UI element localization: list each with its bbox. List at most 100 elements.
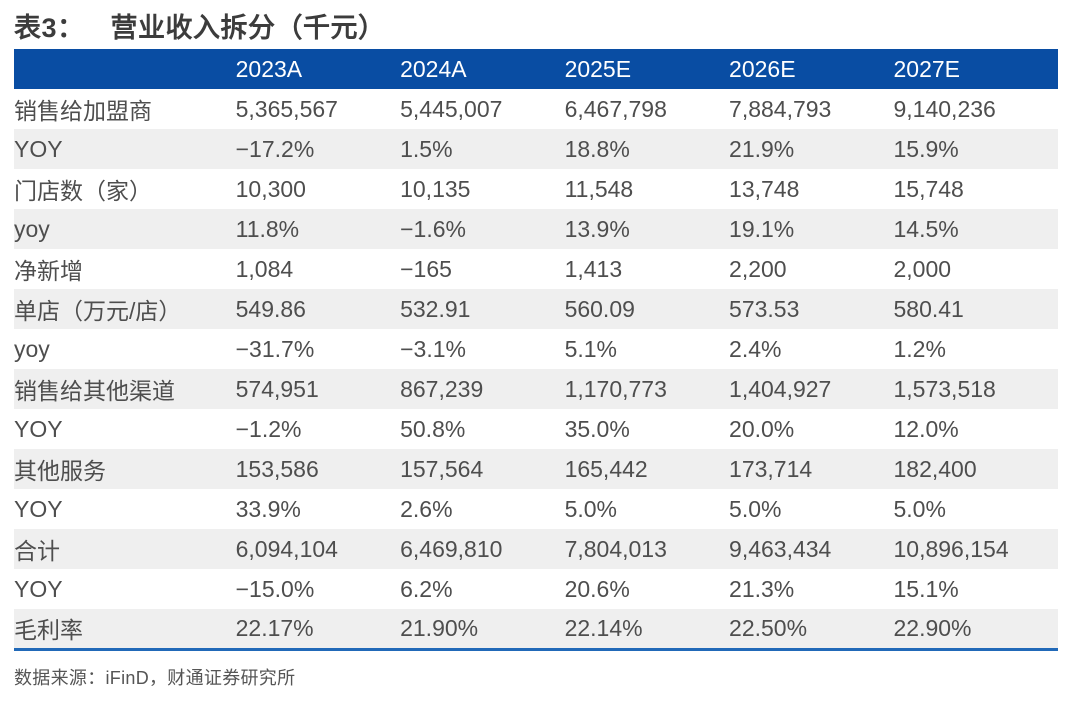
cell-value: 18.8% <box>564 135 630 162</box>
cell-value: 153,586 <box>235 455 319 482</box>
cell-value: 12.0% <box>893 415 959 442</box>
row-label: 销售给其他渠道 <box>14 378 175 404</box>
row-label: 合计 <box>14 538 60 564</box>
row-label: yoy <box>14 215 50 242</box>
table-title-text: 营业收入拆分（千元） <box>110 13 386 43</box>
cell-value: 165,442 <box>564 455 648 482</box>
cell-value: 2.6% <box>400 495 453 522</box>
cell-value: −165 <box>400 255 452 282</box>
cell-value: 22.90% <box>893 614 972 641</box>
cell-value: 2.4% <box>729 335 782 362</box>
cell-value: −1.2% <box>235 415 302 442</box>
table-number-label: 表3： <box>14 13 85 43</box>
cell-value: 1,404,927 <box>729 375 832 402</box>
cell-value: 22.14% <box>564 614 643 641</box>
row-label: YOY <box>14 495 63 522</box>
column-header-year: 2023A <box>235 49 401 89</box>
row-label: YOY <box>14 575 63 602</box>
cell-value: 157,564 <box>400 455 484 482</box>
cell-value: 15.9% <box>893 135 959 162</box>
cell-value: 1,573,518 <box>893 375 996 402</box>
cell-value: 9,463,434 <box>729 535 832 562</box>
cell-value: 573.53 <box>729 295 800 322</box>
revenue-breakdown-table: 2023A 2024A 2025E 2026E 2027E 销售给加盟商 5,365,56… <box>14 49 1058 651</box>
cell-value: 6,469,810 <box>400 535 503 562</box>
table-row: 毛利率 22.17% 21.90% 22.14% 22.50% 22.90% <box>14 609 1058 649</box>
cell-value: 5.0% <box>893 495 946 522</box>
cell-value: 173,714 <box>729 455 813 482</box>
cell-value: 11,548 <box>564 175 634 202</box>
cell-value: 19.1% <box>729 215 795 242</box>
cell-value: 532.91 <box>400 295 471 322</box>
cell-value: 13,748 <box>729 175 800 202</box>
cell-value: 15.1% <box>893 575 959 602</box>
cell-value: 7,884,793 <box>729 95 832 122</box>
table-title: 表3： 营业收入拆分（千元） <box>14 10 1066 46</box>
cell-value: 9,140,236 <box>893 95 996 122</box>
row-label: YOY <box>14 415 63 442</box>
column-header-year: 2026E <box>729 49 894 89</box>
cell-value: 21.90% <box>400 614 479 641</box>
table-header-row: 2023A 2024A 2025E 2026E 2027E <box>14 49 1058 89</box>
cell-value: 6,094,104 <box>235 535 338 562</box>
cell-value: 1,084 <box>235 255 294 282</box>
table-row: yoy −31.7% −3.1% 5.1% 2.4% 1.2% <box>14 329 1058 369</box>
cell-value: −3.1% <box>400 335 466 362</box>
cell-value: 182,400 <box>893 455 977 482</box>
table-row: YOY −1.2% 50.8% 35.0% 20.0% 12.0% <box>14 409 1058 449</box>
cell-value: 7,804,013 <box>564 535 667 562</box>
cell-value: 11.8% <box>235 215 300 242</box>
cell-value: 5.1% <box>564 335 617 362</box>
row-label: 净新增 <box>14 258 83 284</box>
cell-value: 1,170,773 <box>564 375 667 402</box>
row-label: 毛利率 <box>14 617 83 644</box>
cell-value: 10,896,154 <box>893 535 1009 562</box>
cell-value: 6,467,798 <box>564 95 667 122</box>
column-header-label <box>14 49 236 89</box>
table-row: YOY −17.2% 1.5% 18.8% 21.9% 15.9% <box>14 129 1058 169</box>
row-label: 其他服务 <box>14 458 106 484</box>
cell-value: 22.50% <box>729 614 808 641</box>
cell-value: 21.9% <box>729 135 795 162</box>
cell-value: 15,748 <box>893 175 964 202</box>
cell-value: 21.3% <box>729 575 795 602</box>
cell-value: 5,445,007 <box>400 95 503 122</box>
column-header-year: 2027E <box>893 49 1058 89</box>
row-label: 门店数（家） <box>14 178 152 204</box>
cell-value: 10,135 <box>400 175 471 202</box>
cell-value: 5.0% <box>564 495 617 522</box>
cell-value: 574,951 <box>235 375 319 402</box>
cell-value: 10,300 <box>235 175 306 202</box>
cell-value: −31.7% <box>235 335 315 362</box>
row-label: yoy <box>14 335 50 362</box>
cell-value: 33.9% <box>235 495 301 522</box>
table-row: YOY 33.9% 2.6% 5.0% 5.0% 5.0% <box>14 489 1058 529</box>
cell-value: 50.8% <box>400 415 466 442</box>
cell-value: 867,239 <box>400 375 484 402</box>
cell-value: 2,200 <box>729 255 787 282</box>
cell-value: 1,413 <box>564 255 623 282</box>
cell-value: 20.0% <box>729 415 795 442</box>
table-row: 销售给其他渠道 574,951 867,239 1,170,773 1,404,927 1… <box>14 369 1058 409</box>
table-row: 门店数（家） 10,300 10,135 11,548 13,748 15,748 <box>14 169 1058 209</box>
cell-value: 1.5% <box>400 135 453 162</box>
data-source-note: 数据来源：iFinD，财通证券研究所 <box>14 667 296 688</box>
cell-value: 580.41 <box>893 295 964 322</box>
column-header-year: 2025E <box>564 49 730 89</box>
cell-value: 14.5% <box>893 215 959 242</box>
cell-value: −15.0% <box>235 575 315 602</box>
row-label: 销售给加盟商 <box>14 98 152 124</box>
cell-value: 560.09 <box>564 295 635 322</box>
table-row: 合计 6,094,104 6,469,810 7,804,013 9,463,434 10… <box>14 529 1058 569</box>
cell-value: 5.0% <box>729 495 782 522</box>
cell-value: 1.2% <box>893 335 946 362</box>
row-label: 单店（万元/店） <box>14 298 182 324</box>
table-row: yoy 11.8% −1.6% 13.9% 19.1% 14.5% <box>14 209 1058 249</box>
cell-value: 20.6% <box>564 575 630 602</box>
column-header-year: 2024A <box>400 49 565 89</box>
cell-value: −1.6% <box>400 215 466 242</box>
cell-value: 13.9% <box>564 215 630 242</box>
cell-value: −17.2% <box>235 135 315 162</box>
table-row: 销售给加盟商 5,365,567 5,445,007 6,467,798 7,884,7… <box>14 89 1058 129</box>
